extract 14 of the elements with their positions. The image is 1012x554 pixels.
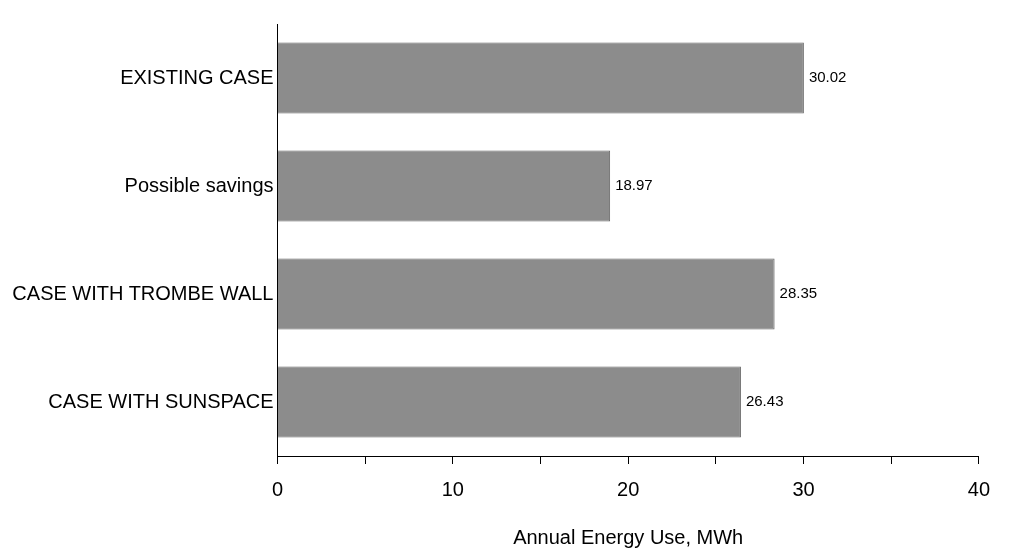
data-label: 18.97	[615, 176, 653, 194]
x-tick-label: 10	[441, 477, 464, 500]
x-tick-label: 40	[967, 477, 990, 500]
x-tick-label: 30	[792, 477, 815, 500]
x-tick-label: 0	[271, 477, 284, 500]
x-axis-title: Annual Energy Use, MWh	[513, 525, 744, 548]
y-tick-label: CASE WITH TROMBE WALL	[12, 281, 274, 304]
data-label: 28.35	[779, 284, 818, 302]
y-tick-label: CASE WITH SUNSPACE	[48, 389, 274, 412]
data-label: 26.43	[745, 392, 784, 410]
y-tick-label: EXISTING CASE	[120, 65, 274, 88]
data-label: 30.02	[808, 68, 847, 86]
x-tick-label: 20	[617, 477, 640, 500]
y-tick-label: Possible savings	[124, 173, 274, 196]
